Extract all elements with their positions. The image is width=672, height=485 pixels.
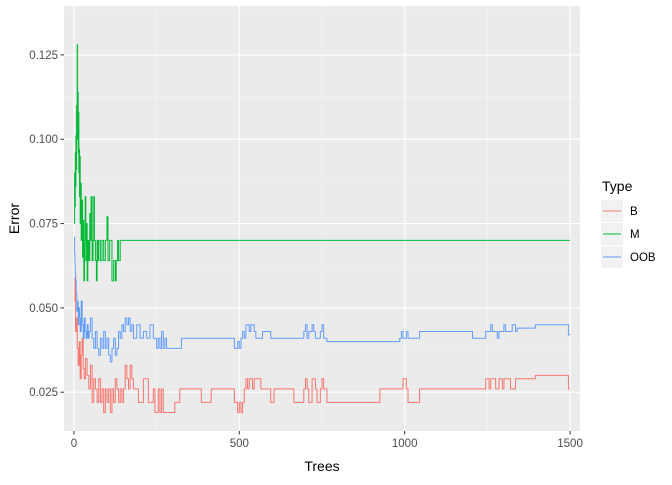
y-axis: 0.025 0.050 0.075 0.100 0.125: [29, 50, 64, 399]
series-line-oob: [74, 236, 571, 363]
x-tick-label: 500: [230, 438, 249, 450]
x-tick-label: 1500: [557, 438, 583, 450]
legend-label: M: [630, 229, 640, 241]
grid-minor: [64, 6, 580, 431]
y-axis-title: Error: [6, 203, 22, 234]
x-axis: 0 500 1000 1500: [71, 431, 583, 450]
legend-label: OOB: [630, 252, 656, 264]
legend-title: Type: [602, 178, 633, 194]
legend-items: BM OOB: [601, 200, 656, 268]
y-tick-label: 0.050: [29, 303, 58, 315]
y-tick-label: 0.025: [29, 387, 58, 399]
series-line-b: [74, 277, 571, 413]
x-axis-title: Trees: [304, 458, 339, 474]
x-tick-label: 0: [71, 438, 77, 450]
legend-label: B: [630, 206, 638, 218]
x-tick-label: 1000: [392, 438, 418, 450]
legend: Type BM OOB: [601, 178, 656, 268]
series-line-m: [74, 44, 571, 282]
grid-major: [64, 6, 580, 431]
y-tick-label: 0.075: [29, 219, 58, 231]
y-tick-label: 0.125: [29, 50, 58, 62]
series-layer: [74, 44, 571, 413]
y-tick-label: 0.100: [29, 134, 58, 146]
